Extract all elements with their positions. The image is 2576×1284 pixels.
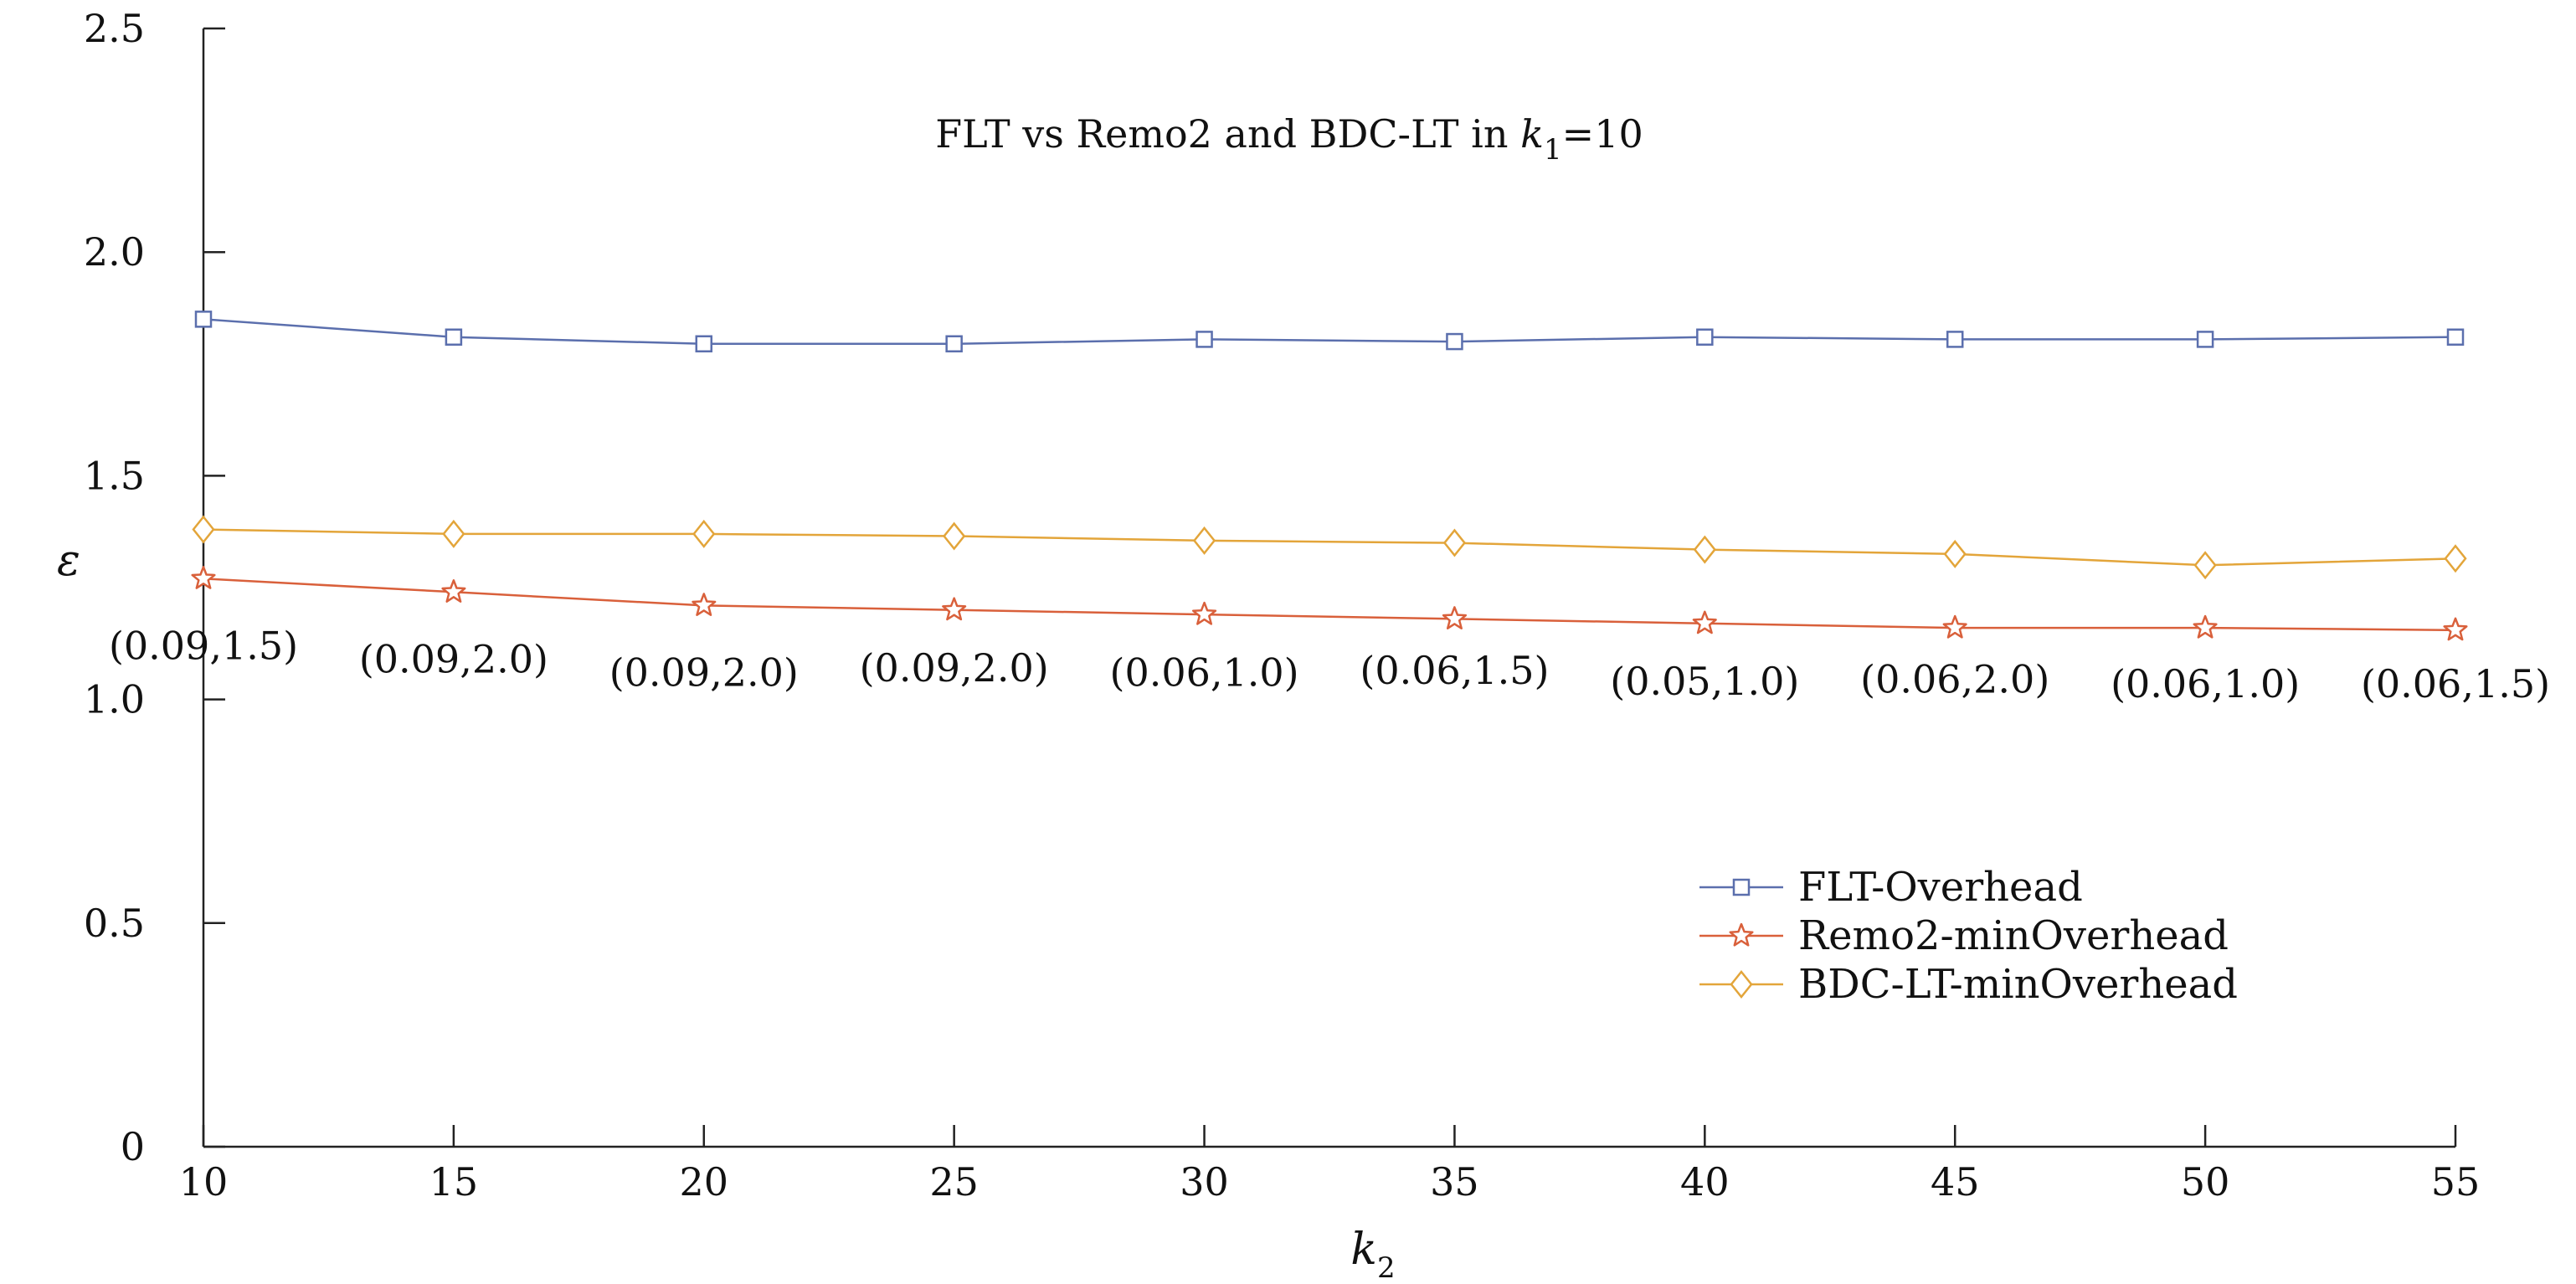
data-point xyxy=(2193,551,2217,580)
y-tick-label: 1.0 xyxy=(84,677,145,722)
data-point xyxy=(191,566,216,589)
data-point xyxy=(1692,610,1717,634)
axes: 0 0.5 1.0 1.5 2.0 2.5 10 15 20 25 30 35 40 45 50 55 k2 ε F… xyxy=(57,6,2480,1284)
legend-marker xyxy=(1729,922,1754,947)
data-point xyxy=(692,593,717,616)
series-line xyxy=(203,528,2456,567)
data-point xyxy=(1942,614,1967,639)
legend-item: FLT-Overhead xyxy=(1699,864,2083,911)
data-point xyxy=(441,579,466,603)
data-point xyxy=(1442,528,1467,557)
y-tick-label: 2.0 xyxy=(84,229,145,275)
data-point xyxy=(445,328,463,346)
data-point xyxy=(442,519,465,548)
x-axis-title: k2 xyxy=(1350,1225,1395,1284)
parameter-label: (0.09,1.5) xyxy=(109,623,298,668)
legend-label: BDC-LT-minOverhead xyxy=(1798,961,2238,1008)
series-bdc-lt-minoverhead xyxy=(192,515,2467,580)
y-tick-label: 2.5 xyxy=(84,6,145,51)
y-tick-label: 0.5 xyxy=(84,901,145,946)
x-tick-label: 40 xyxy=(1680,1159,1730,1204)
data-point xyxy=(1696,328,1714,346)
parameter-label: (0.06,1.0) xyxy=(1110,650,1299,696)
parameter-label: (0.09,2.0) xyxy=(609,650,799,696)
x-tick-label: 15 xyxy=(429,1159,479,1204)
data-point xyxy=(194,311,213,328)
series-flt-overhead xyxy=(194,311,2465,353)
annotations: (0.09,1.5) (0.09,2.0) (0.09,2.0) (0.09,2.0)… xyxy=(109,623,2550,706)
parameter-label: (0.09,2.0) xyxy=(359,637,548,682)
x-tick-label: 45 xyxy=(1931,1159,1980,1204)
legend-marker xyxy=(1732,878,1751,896)
y-tick-label: 0 xyxy=(121,1124,145,1169)
x-tick-label: 20 xyxy=(680,1159,729,1204)
x-tick-label: 55 xyxy=(2431,1159,2481,1204)
parameter-label: (0.06,2.0) xyxy=(1860,657,2049,702)
data-point xyxy=(695,335,713,353)
legend-item: Remo2-minOverhead xyxy=(1699,912,2229,959)
data-point xyxy=(1192,526,1216,555)
data-point xyxy=(1442,606,1468,629)
chart-title: FLT vs Remo2 and BDC-LT in k1=10 xyxy=(935,111,1643,167)
y-axis-title: ε xyxy=(57,536,80,586)
x-tick-label: 10 xyxy=(179,1159,229,1204)
data-point xyxy=(1195,331,1213,348)
legend-marker xyxy=(1730,969,1753,999)
data-point xyxy=(1191,601,1217,625)
legend-label: FLT-Overhead xyxy=(1798,864,2083,911)
parameter-label: (0.05,1.0) xyxy=(1610,659,1799,704)
data-point xyxy=(2196,331,2214,348)
data-point xyxy=(942,597,967,621)
data-point xyxy=(943,521,966,551)
data-point xyxy=(1943,539,1967,568)
y-tick-label: 1.5 xyxy=(84,453,145,498)
parameter-label: (0.06,1.5) xyxy=(1360,648,1549,693)
series-remo2-minoverhead xyxy=(191,566,2468,641)
data-point xyxy=(945,335,963,353)
data-point xyxy=(192,515,215,544)
data-point xyxy=(2193,614,2218,639)
parameter-label: (0.06,1.5) xyxy=(2361,661,2550,706)
x-tick-label: 30 xyxy=(1180,1159,1229,1204)
data-point xyxy=(2443,617,2468,641)
series-layer xyxy=(191,311,2468,641)
x-tick-label: 35 xyxy=(1430,1159,1479,1204)
data-point xyxy=(1446,332,1463,351)
series-line xyxy=(203,578,2456,632)
data-point xyxy=(692,519,716,548)
legend-item: BDC-LT-minOverhead xyxy=(1699,961,2238,1008)
legend-label: Remo2-minOverhead xyxy=(1798,912,2229,959)
x-tick-label: 25 xyxy=(929,1159,979,1204)
data-point xyxy=(1693,535,1716,564)
data-point xyxy=(2444,544,2467,573)
x-tick-label: 50 xyxy=(2181,1159,2230,1204)
series-line xyxy=(203,318,2456,346)
data-point xyxy=(1946,331,1964,348)
parameter-label: (0.06,1.0) xyxy=(2111,661,2300,706)
legend: FLT-OverheadRemo2-minOverheadBDC-LT-minO… xyxy=(1699,864,2238,1008)
parameter-label: (0.09,2.0) xyxy=(860,645,1049,691)
data-point xyxy=(2446,328,2465,346)
